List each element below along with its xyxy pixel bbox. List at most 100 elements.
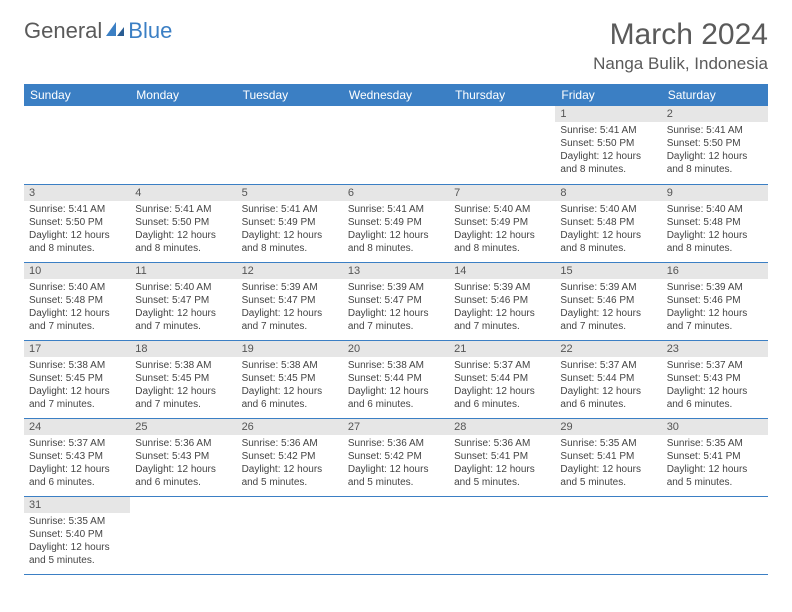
sunset-text: Sunset: 5:47 PM [348,294,444,307]
day-number: 21 [449,341,555,357]
logo-text-2: Blue [128,18,172,44]
day-details: Sunrise: 5:37 AMSunset: 5:44 PMDaylight:… [555,357,661,415]
calendar-cell: 23Sunrise: 5:37 AMSunset: 5:43 PMDayligh… [662,340,768,418]
daylight-text: Daylight: 12 hours and 6 minutes. [454,385,550,411]
daylight-text: Daylight: 12 hours and 8 minutes. [560,150,656,176]
day-details: Sunrise: 5:40 AMSunset: 5:49 PMDaylight:… [449,201,555,259]
weekday-header: Sunday [24,84,130,106]
day-details: Sunrise: 5:41 AMSunset: 5:49 PMDaylight:… [343,201,449,259]
daylight-text: Daylight: 12 hours and 7 minutes. [29,307,125,333]
day-details: Sunrise: 5:40 AMSunset: 5:48 PMDaylight:… [555,201,661,259]
day-number: 5 [237,185,343,201]
daylight-text: Daylight: 12 hours and 5 minutes. [242,463,338,489]
sunset-text: Sunset: 5:44 PM [454,372,550,385]
day-number: 2 [662,106,768,122]
sunset-text: Sunset: 5:50 PM [135,216,231,229]
calendar-cell: 5Sunrise: 5:41 AMSunset: 5:49 PMDaylight… [237,184,343,262]
logo-text-1: General [24,18,102,44]
calendar-cell: 29Sunrise: 5:35 AMSunset: 5:41 PMDayligh… [555,418,661,496]
day-number: 13 [343,263,449,279]
month-title: March 2024 [593,18,768,52]
calendar-cell: 21Sunrise: 5:37 AMSunset: 5:44 PMDayligh… [449,340,555,418]
calendar-cell [662,496,768,574]
sunset-text: Sunset: 5:41 PM [560,450,656,463]
sunrise-text: Sunrise: 5:38 AM [348,359,444,372]
sunset-text: Sunset: 5:40 PM [29,528,125,541]
weekday-header: Monday [130,84,236,106]
sunrise-text: Sunrise: 5:38 AM [242,359,338,372]
day-details: Sunrise: 5:35 AMSunset: 5:40 PMDaylight:… [24,513,130,571]
calendar-cell [237,496,343,574]
daylight-text: Daylight: 12 hours and 8 minutes. [667,150,763,176]
daylight-text: Daylight: 12 hours and 7 minutes. [135,385,231,411]
day-number: 26 [237,419,343,435]
calendar-cell: 28Sunrise: 5:36 AMSunset: 5:41 PMDayligh… [449,418,555,496]
sunrise-text: Sunrise: 5:35 AM [29,515,125,528]
sunrise-text: Sunrise: 5:36 AM [348,437,444,450]
calendar-cell [237,106,343,184]
sunrise-text: Sunrise: 5:39 AM [667,281,763,294]
logo-sail-icon [104,18,126,44]
sunset-text: Sunset: 5:49 PM [348,216,444,229]
day-details: Sunrise: 5:41 AMSunset: 5:50 PMDaylight:… [555,122,661,180]
day-number: 8 [555,185,661,201]
daylight-text: Daylight: 12 hours and 7 minutes. [29,385,125,411]
daylight-text: Daylight: 12 hours and 8 minutes. [560,229,656,255]
day-details: Sunrise: 5:40 AMSunset: 5:48 PMDaylight:… [662,201,768,259]
sunset-text: Sunset: 5:49 PM [242,216,338,229]
sunset-text: Sunset: 5:44 PM [560,372,656,385]
calendar-cell: 18Sunrise: 5:38 AMSunset: 5:45 PMDayligh… [130,340,236,418]
sunrise-text: Sunrise: 5:39 AM [348,281,444,294]
day-number: 1 [555,106,661,122]
header: General Blue March 2024 Nanga Bulik, Ind… [24,18,768,74]
calendar-row: 1Sunrise: 5:41 AMSunset: 5:50 PMDaylight… [24,106,768,184]
sunset-text: Sunset: 5:47 PM [135,294,231,307]
day-details: Sunrise: 5:39 AMSunset: 5:47 PMDaylight:… [343,279,449,337]
calendar-cell [343,106,449,184]
day-number: 25 [130,419,236,435]
day-details: Sunrise: 5:39 AMSunset: 5:46 PMDaylight:… [555,279,661,337]
sunset-text: Sunset: 5:44 PM [348,372,444,385]
daylight-text: Daylight: 12 hours and 5 minutes. [667,463,763,489]
day-number: 31 [24,497,130,513]
calendar-cell: 24Sunrise: 5:37 AMSunset: 5:43 PMDayligh… [24,418,130,496]
sunrise-text: Sunrise: 5:41 AM [29,203,125,216]
title-block: March 2024 Nanga Bulik, Indonesia [593,18,768,74]
day-number: 28 [449,419,555,435]
sunrise-text: Sunrise: 5:38 AM [29,359,125,372]
weekday-header: Tuesday [237,84,343,106]
calendar-cell [24,106,130,184]
sunrise-text: Sunrise: 5:36 AM [135,437,231,450]
day-number: 24 [24,419,130,435]
calendar-body: 1Sunrise: 5:41 AMSunset: 5:50 PMDaylight… [24,106,768,574]
sunrise-text: Sunrise: 5:41 AM [135,203,231,216]
sunset-text: Sunset: 5:41 PM [454,450,550,463]
day-number: 27 [343,419,449,435]
sunset-text: Sunset: 5:48 PM [560,216,656,229]
day-details: Sunrise: 5:40 AMSunset: 5:47 PMDaylight:… [130,279,236,337]
calendar-cell: 3Sunrise: 5:41 AMSunset: 5:50 PMDaylight… [24,184,130,262]
daylight-text: Daylight: 12 hours and 6 minutes. [29,463,125,489]
sunrise-text: Sunrise: 5:41 AM [667,124,763,137]
daylight-text: Daylight: 12 hours and 8 minutes. [454,229,550,255]
calendar-cell: 30Sunrise: 5:35 AMSunset: 5:41 PMDayligh… [662,418,768,496]
daylight-text: Daylight: 12 hours and 8 minutes. [135,229,231,255]
daylight-text: Daylight: 12 hours and 7 minutes. [560,307,656,333]
day-details: Sunrise: 5:38 AMSunset: 5:45 PMDaylight:… [24,357,130,415]
calendar-cell: 22Sunrise: 5:37 AMSunset: 5:44 PMDayligh… [555,340,661,418]
calendar-cell: 1Sunrise: 5:41 AMSunset: 5:50 PMDaylight… [555,106,661,184]
day-number: 18 [130,341,236,357]
sunset-text: Sunset: 5:50 PM [29,216,125,229]
day-details: Sunrise: 5:40 AMSunset: 5:48 PMDaylight:… [24,279,130,337]
sunrise-text: Sunrise: 5:41 AM [560,124,656,137]
day-number: 12 [237,263,343,279]
sunset-text: Sunset: 5:46 PM [560,294,656,307]
calendar-cell [130,496,236,574]
calendar-cell: 7Sunrise: 5:40 AMSunset: 5:49 PMDaylight… [449,184,555,262]
sunrise-text: Sunrise: 5:40 AM [135,281,231,294]
sunset-text: Sunset: 5:46 PM [454,294,550,307]
day-details: Sunrise: 5:37 AMSunset: 5:43 PMDaylight:… [24,435,130,493]
daylight-text: Daylight: 12 hours and 6 minutes. [242,385,338,411]
day-details: Sunrise: 5:37 AMSunset: 5:43 PMDaylight:… [662,357,768,415]
day-details: Sunrise: 5:35 AMSunset: 5:41 PMDaylight:… [662,435,768,493]
